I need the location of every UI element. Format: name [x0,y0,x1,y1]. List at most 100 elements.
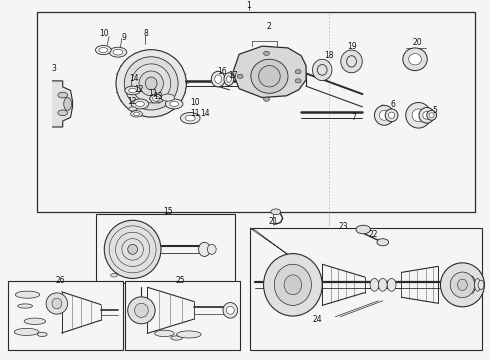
Ellipse shape [412,109,425,122]
Polygon shape [250,228,321,279]
Ellipse shape [131,111,143,117]
Ellipse shape [156,99,163,102]
Ellipse shape [374,105,394,125]
Ellipse shape [423,111,431,119]
Ellipse shape [406,103,431,128]
Ellipse shape [341,50,362,73]
Ellipse shape [346,56,356,67]
Text: 24: 24 [313,315,322,324]
Ellipse shape [64,98,72,110]
Ellipse shape [18,304,32,308]
Ellipse shape [259,66,280,87]
Text: 3: 3 [51,64,56,73]
Ellipse shape [180,112,200,124]
Polygon shape [149,94,163,103]
Ellipse shape [264,51,270,55]
Ellipse shape [135,303,148,318]
Text: 14: 14 [129,74,138,83]
Ellipse shape [124,57,178,110]
Ellipse shape [15,291,40,298]
Ellipse shape [125,86,141,95]
Ellipse shape [46,293,68,314]
Text: 20: 20 [412,39,422,48]
Ellipse shape [226,76,231,82]
Ellipse shape [134,112,140,116]
Text: 13: 13 [153,92,163,101]
Ellipse shape [146,77,157,90]
Ellipse shape [295,79,301,83]
Ellipse shape [379,110,389,120]
Ellipse shape [313,59,332,81]
Text: 8: 8 [144,28,148,37]
Ellipse shape [211,71,225,87]
Text: 2: 2 [266,22,271,31]
Ellipse shape [170,102,178,107]
Ellipse shape [429,113,434,118]
Ellipse shape [109,47,127,57]
Ellipse shape [139,71,163,96]
Ellipse shape [165,99,183,109]
Ellipse shape [450,272,475,298]
Text: 10: 10 [99,29,109,38]
Ellipse shape [377,239,389,246]
Bar [125,281,240,350]
Ellipse shape [176,331,201,338]
Text: 22: 22 [368,230,378,239]
Ellipse shape [318,64,327,75]
Ellipse shape [207,244,216,254]
Text: 17: 17 [228,71,238,80]
Ellipse shape [198,242,210,256]
Text: 1: 1 [246,1,251,10]
Text: 7: 7 [351,113,356,122]
Ellipse shape [104,220,161,278]
Ellipse shape [271,209,281,215]
Text: 10: 10 [190,98,200,107]
Text: 18: 18 [324,50,334,59]
Ellipse shape [264,253,322,316]
Ellipse shape [264,97,270,102]
Text: 12: 12 [134,85,143,94]
Text: 19: 19 [347,42,356,51]
Text: 6: 6 [390,100,395,109]
Ellipse shape [58,110,68,116]
Ellipse shape [441,263,485,307]
Text: 12: 12 [127,96,136,105]
Ellipse shape [403,48,427,71]
Ellipse shape [161,94,174,101]
Ellipse shape [475,278,481,291]
Ellipse shape [409,54,421,65]
Bar [250,228,482,350]
Ellipse shape [129,107,137,111]
Text: 15: 15 [163,207,172,216]
Ellipse shape [419,108,435,123]
Ellipse shape [215,75,221,84]
Ellipse shape [116,50,186,117]
Text: 11: 11 [148,89,158,98]
Ellipse shape [389,112,395,118]
Ellipse shape [37,332,47,337]
Ellipse shape [237,74,243,78]
Bar [8,281,123,350]
Ellipse shape [132,64,171,103]
Text: 26: 26 [55,276,65,285]
Ellipse shape [52,298,62,309]
Ellipse shape [226,306,234,314]
Ellipse shape [128,297,155,324]
Ellipse shape [478,280,484,289]
Ellipse shape [14,328,39,336]
Ellipse shape [185,115,195,121]
Ellipse shape [427,110,437,120]
Text: 16: 16 [217,67,226,76]
Ellipse shape [284,275,302,295]
Ellipse shape [385,109,398,122]
Text: 23: 23 [339,222,348,231]
Ellipse shape [111,274,118,277]
Ellipse shape [153,96,159,101]
Ellipse shape [113,49,123,55]
Bar [96,214,235,283]
Ellipse shape [274,264,312,305]
Ellipse shape [131,99,149,109]
Text: 14: 14 [200,109,210,118]
Ellipse shape [171,336,182,340]
Text: 21: 21 [269,217,278,226]
